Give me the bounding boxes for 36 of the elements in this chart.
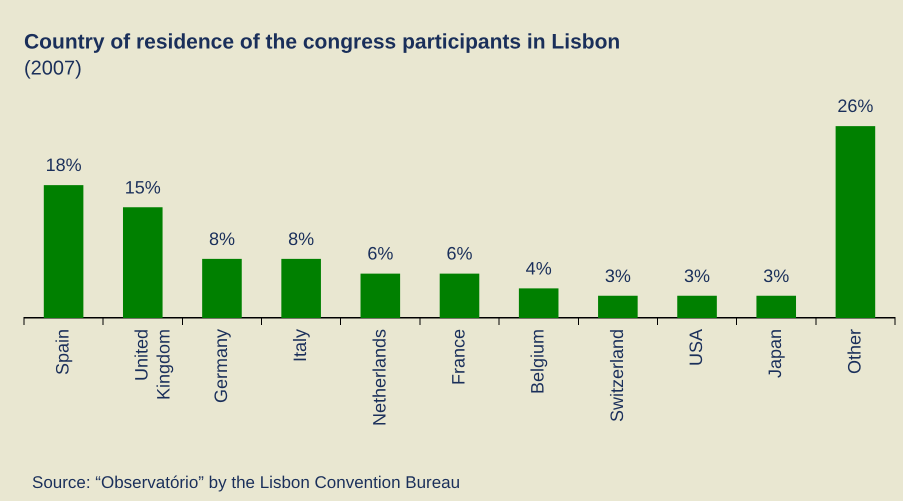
source-note: Source: “Observatório” by the Lisbon Convention Bureau [32,473,460,493]
x-tick-label: Japan [765,328,786,378]
bar [836,126,876,318]
data-label: 8% [208,228,235,249]
data-label: 3% [763,266,790,286]
chart-title: Country of residence of the congress participants in Lisbon [24,30,620,54]
data-label: 6% [367,244,394,264]
bar [44,185,84,318]
bar [360,274,400,318]
bar [598,296,638,318]
bar [202,258,242,318]
x-tick-label: France [448,328,468,385]
x-tick-label: Spain [52,328,73,375]
data-label: 26% [837,96,874,116]
bar [677,296,717,318]
chart-subtitle: (2007) [24,58,82,80]
x-tick-label: Switzerland [606,328,627,422]
x-tick-label: Other [844,328,864,374]
data-label: 3% [684,266,710,286]
x-tick-label: Italy [290,328,310,362]
data-label: 15% [124,177,161,198]
x-tick-label: Germany [210,328,231,403]
bar [281,258,321,318]
data-label: 18% [46,155,82,176]
x-tick-label: United Kingdom [132,328,174,400]
x-tick-label: Netherlands [369,328,390,426]
bar [440,274,480,318]
x-tick-label: Belgium [528,328,548,394]
x-tick-label: USA [686,328,706,366]
data-label: 3% [604,266,631,286]
bar [122,207,163,318]
data-label: 4% [526,258,552,278]
bar [518,288,558,318]
bar [756,296,796,318]
data-label: 6% [446,244,473,264]
data-label: 8% [288,228,314,249]
